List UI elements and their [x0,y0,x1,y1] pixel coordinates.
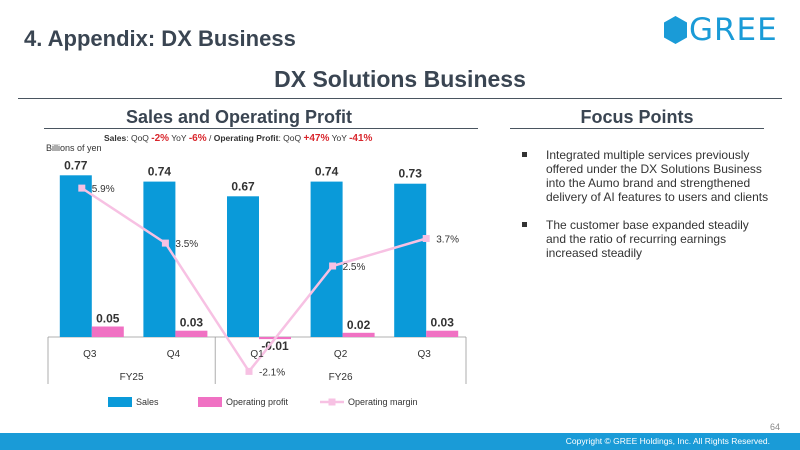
chart-heading: Sales and Operating Profit [125,107,353,127]
operating-margin-data-label: -2.1% [259,367,285,378]
section-title: DX Solutions Business [274,66,526,92]
operating-profit-bar [342,332,375,337]
focus-point-text: The customer base expanded steadily and … [546,218,749,260]
operating-margin-point [422,235,430,243]
hexagon-icon [664,16,687,44]
quarter-tick-label: Q3 [83,349,97,360]
legend-label-sales: Sales [136,397,159,407]
operating-profit-data-label: 0.05 [96,312,120,326]
page-number: 64 [769,422,780,432]
operating-profit-data-label: 0.03 [180,316,204,330]
operating-margin-point [78,184,86,192]
focus-point-item: Integrated multiple services previously … [522,148,772,204]
sales-yoy-label: YoY [171,133,187,143]
legend-label-operating-profit: Operating profit [226,397,289,407]
operating-profit-bar [175,330,208,337]
sales-bar [394,183,427,337]
sales-data-label: 0.74 [315,165,339,179]
op-qoq-value: +47% [303,133,330,144]
logo-text: GREE [689,12,778,48]
operating-margin-point [329,262,337,270]
legend-swatch-sales [108,397,132,407]
operating-profit-data-label: 0.02 [347,318,371,332]
operating-margin-point [245,367,253,375]
sales-bar [59,175,92,337]
quarter-tick-label: Q4 [167,349,181,360]
operating-profit-data-label: -0.01 [261,339,289,353]
copyright-text: Copyright © GREE Holdings, Inc. All Righ… [565,436,770,446]
quarter-tick-label: Q1 [250,349,264,360]
fiscal-year-label: FY26 [329,372,353,383]
op-yoy-value: -41% [349,133,373,144]
operating-profit-data-label: 0.03 [431,316,455,330]
legend-label-operating-margin: Operating margin [348,397,418,407]
fiscal-year-label: FY25 [120,372,144,383]
sales-data-label: 0.74 [148,165,172,179]
sales-data-label: 0.77 [64,158,88,172]
focus-point-text: Integrated multiple services previously … [546,148,769,204]
sales-data-label: 0.73 [399,167,423,181]
quarter-tick-label: Q3 [418,349,432,360]
sales-data-label: 0.67 [231,179,255,193]
sales-yoy-value: -6% [188,133,207,144]
operating-margin-data-label: 3.7% [436,235,459,246]
quarter-tick-label: Q2 [334,349,348,360]
focus-heading: Focus Points [580,107,694,127]
footer-bar: Copyright © GREE Holdings, Inc. All Righ… [0,433,800,450]
op-yoy-label: YoY [331,133,347,143]
sales-qoq-label: QoQ [130,133,149,143]
operating-margin-data-label: 5.9% [92,184,115,195]
operating-margin-data-label: 3.5% [175,239,198,250]
bullet-icon [522,222,527,227]
focus-point-item: The customer base expanded steadily and … [522,218,772,260]
operating-profit-bar [91,326,124,337]
sales-bar [227,196,259,337]
focus-points-list: Integrated multiple services previously … [522,148,772,274]
growth-metrics: Sales: QoQ -2% YoY -6% / Operating Profi… [104,133,373,144]
sales-metric-label: Sales [104,133,127,143]
focus-heading-divider [510,128,764,129]
sales-bar [143,181,176,337]
page-title: 4. Appendix: DX Business [24,26,296,51]
gree-logo [664,16,687,44]
op-qoq-label: QoQ [283,133,302,143]
sales-bar [310,181,343,337]
title-divider [18,98,782,99]
operating-margin-point [161,239,169,247]
chart-heading-divider [44,128,478,129]
sales-qoq-value: -2% [151,133,170,144]
op-metric-label: Operating Profit [213,133,279,143]
legend-marker-operating-margin [328,398,336,406]
unit-label: Billions of yen [46,143,102,153]
metric-separator: / [208,133,212,143]
operating-margin-data-label: 2.5% [343,262,366,273]
legend-swatch-operating-profit [198,397,222,407]
operating-profit-bar [426,330,459,337]
bullet-icon [522,152,527,157]
